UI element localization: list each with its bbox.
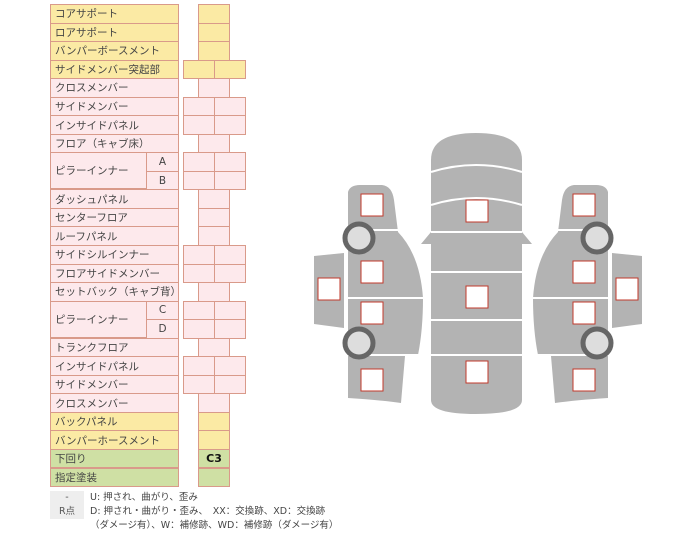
row-sublabel: C	[146, 300, 179, 321]
row-sublabel: A	[146, 152, 179, 172]
grade-cell-right[interactable]	[214, 59, 246, 80]
row-label: フロア（キャブ床）	[50, 133, 179, 154]
row-label: バックパネル	[50, 411, 179, 432]
marker-right[interactable]	[572, 193, 596, 217]
legend-text: （ダメージ有）、W：補修跡、WD：補修跡（ダメージ有）	[90, 520, 339, 531]
row-label: クロスメンバー	[50, 78, 179, 98]
grade-cell-right[interactable]	[214, 263, 246, 284]
marker-center[interactable]	[465, 285, 489, 309]
grade-cell[interactable]: C3	[198, 448, 230, 469]
grade-cell[interactable]	[198, 467, 230, 488]
wheel-icon	[580, 221, 614, 255]
car-left-side	[314, 185, 425, 403]
legend-text: D: 押され・曲がり・歪み、 XX：交換跡、XD：交換跡	[90, 506, 326, 517]
car-top-view	[421, 133, 532, 414]
wheel-icon	[580, 326, 614, 360]
row-label: クロスメンバー	[50, 393, 179, 413]
legend-key: R点	[50, 505, 84, 519]
row-label: サイドメンバー	[50, 96, 179, 117]
car-right-side	[531, 185, 642, 403]
marker-left[interactable]	[317, 277, 341, 301]
wheel-icon	[342, 221, 376, 255]
legend-key: -	[50, 491, 84, 505]
grade-cell-right[interactable]	[214, 374, 246, 395]
marker-left[interactable]	[360, 193, 384, 217]
marker-left[interactable]	[360, 368, 384, 392]
marker-left[interactable]	[360, 301, 384, 325]
marker-right[interactable]	[615, 277, 639, 301]
legend: - U: 押され、曲がり、歪み R点 D: 押され・曲がり・歪み、 XX：交換跡、X…	[50, 491, 338, 533]
grade-cell-right[interactable]	[214, 170, 246, 191]
car-body-right	[533, 185, 608, 403]
row-label: ピラーインナー	[50, 300, 147, 338]
marker-right[interactable]	[572, 368, 596, 392]
marker-left[interactable]	[360, 260, 384, 284]
marker-right[interactable]	[572, 260, 596, 284]
row-label: バンパーホースメント	[50, 430, 179, 450]
marker-roof[interactable]	[465, 199, 489, 223]
grade-cell-right[interactable]	[214, 115, 246, 135]
row-label: バンパーボースメント	[50, 41, 179, 61]
row-label: 指定塗装	[50, 467, 179, 488]
row-label: サイドシルインナー	[50, 245, 179, 265]
wheel-icon	[342, 326, 376, 360]
car-body-left	[348, 185, 423, 403]
row-label: フロアサイドメンバー	[50, 263, 179, 284]
row-label: ピラーインナー	[50, 152, 147, 190]
car-body-top	[421, 133, 532, 414]
marker-trunk[interactable]	[465, 360, 489, 384]
marker-right[interactable]	[572, 301, 596, 325]
grade-cell-right[interactable]	[214, 319, 246, 339]
row-label: サイドメンバー突起部	[50, 59, 179, 80]
row-label: センターフロア	[50, 207, 179, 228]
legend-text: U: 押され、曲がり、歪み	[90, 492, 198, 503]
row-label: インサイドパネル	[50, 115, 179, 135]
legend-key	[50, 519, 84, 533]
